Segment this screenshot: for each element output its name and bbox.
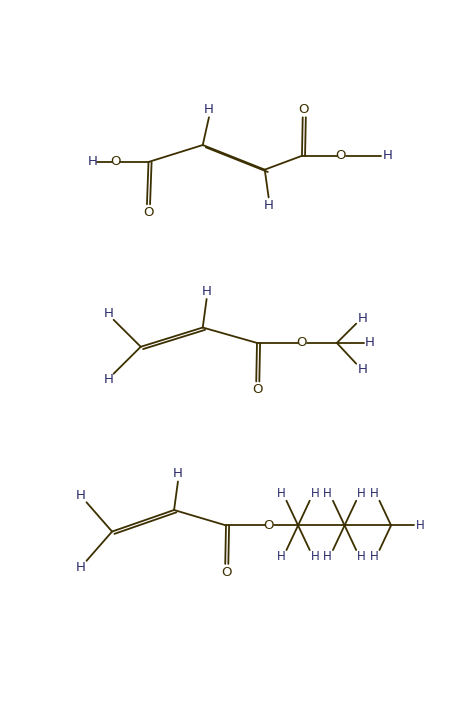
Text: H: H	[103, 307, 113, 320]
Text: H: H	[276, 487, 285, 501]
Text: H: H	[276, 551, 285, 564]
Text: H: H	[358, 363, 367, 377]
Text: H: H	[311, 551, 320, 564]
Text: H: H	[357, 487, 366, 501]
Text: H: H	[323, 487, 332, 501]
Text: O: O	[335, 149, 346, 162]
Text: H: H	[204, 103, 214, 116]
Text: H: H	[103, 373, 113, 387]
Text: H: H	[365, 336, 375, 350]
Text: H: H	[202, 285, 211, 298]
Text: H: H	[264, 198, 274, 212]
Text: H: H	[311, 487, 320, 501]
Text: H: H	[370, 487, 379, 501]
Text: O: O	[111, 156, 121, 169]
Text: H: H	[88, 156, 98, 169]
Text: O: O	[298, 103, 309, 116]
Text: H: H	[323, 551, 332, 564]
Text: O: O	[263, 519, 274, 532]
Text: H: H	[416, 519, 425, 532]
Text: H: H	[357, 551, 366, 564]
Text: O: O	[297, 336, 307, 350]
Text: O: O	[253, 383, 263, 396]
Text: H: H	[382, 149, 392, 162]
Text: H: H	[76, 561, 86, 574]
Text: H: H	[370, 551, 379, 564]
Text: H: H	[76, 489, 86, 502]
Text: O: O	[143, 205, 154, 219]
Text: H: H	[358, 312, 367, 325]
Text: H: H	[173, 467, 183, 480]
Text: O: O	[221, 566, 232, 579]
